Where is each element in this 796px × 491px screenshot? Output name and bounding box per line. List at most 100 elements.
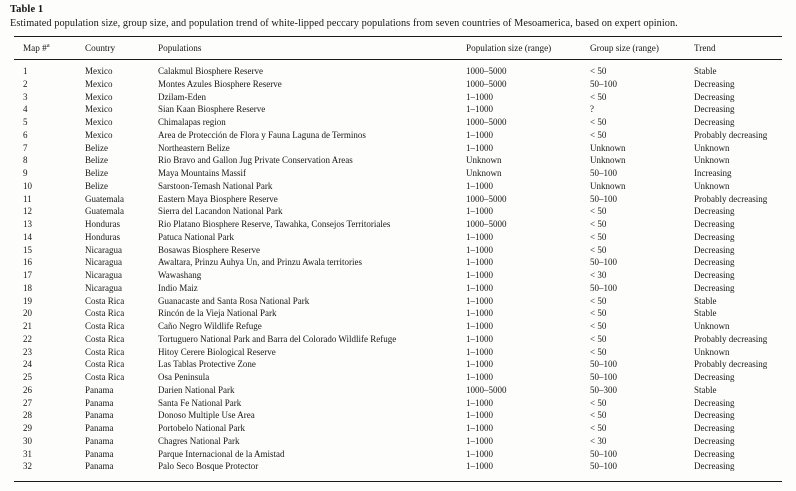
cell-map-number: 19	[23, 295, 32, 306]
cell-country: Costa Rica	[85, 346, 125, 357]
cell-map-number: 10	[23, 180, 32, 191]
cell-population: Northeastern Belize	[158, 142, 230, 153]
table-body: 1 Mexico Calakmul Biosphere Reserve 1000–50…	[14, 60, 782, 482]
cell-group-size: 50–100	[590, 168, 617, 178]
cell-population-size: 1000–5000	[466, 219, 507, 229]
cell-trend: Decreasing	[694, 219, 735, 229]
cell-map-number: 31	[23, 448, 32, 459]
cell-country: Panama	[85, 461, 114, 472]
cell-population-size: 1–1000	[466, 346, 493, 357]
cell-population: Rio Platano Biosphere Reserve, Tawahka, …	[158, 219, 391, 229]
cell-map-number: 6	[23, 129, 28, 140]
cell-group-size: < 50	[590, 231, 607, 242]
cell-map-number: 22	[23, 333, 32, 344]
cell-map-number: 29	[23, 423, 32, 433]
cell-population: Las Tablas Protective Zone	[158, 359, 256, 370]
cell-country: Costa Rica	[85, 359, 125, 370]
table-row: 21 Costa Rica Caño Negro Wildlife Refuge 1–…	[14, 320, 782, 333]
cell-map-number: 12	[23, 206, 32, 217]
cell-trend: Decreasing	[694, 231, 735, 242]
cell-population: Sian Kaan Biosphere Reserve	[158, 104, 266, 115]
cell-group-size: 50–300	[590, 384, 617, 395]
cell-map-number: 28	[23, 410, 32, 421]
cell-population-size: 1–1000	[466, 333, 493, 344]
cell-trend: Decreasing	[694, 282, 735, 293]
table-row: 24 Costa Rica Las Tablas Protective Zone 1–…	[14, 358, 782, 371]
cell-population-size: 1–1000	[466, 244, 493, 255]
cell-map-number: 7	[23, 142, 28, 153]
cell-group-size: 50–100	[590, 359, 617, 370]
cell-trend: Decreasing	[694, 461, 735, 472]
cell-population: Rio Bravo and Gallon Jug Private Conserv…	[158, 155, 353, 166]
cell-population: Maya Mountains Massif	[158, 168, 246, 178]
cell-group-size: 50–100	[590, 193, 617, 204]
cell-country: Nicaragua	[85, 244, 122, 255]
cell-group-size: < 50	[590, 333, 607, 344]
header-group-size: Group size (range)	[590, 36, 694, 60]
cell-population-size: 1–1000	[466, 359, 493, 370]
cell-population-size: 1–1000	[466, 104, 493, 115]
cell-country: Honduras	[85, 219, 120, 229]
cell-trend: Probably decreasing	[694, 193, 768, 204]
cell-map-number: 23	[23, 346, 32, 357]
cell-trend: Increasing	[694, 168, 732, 178]
cell-country: Mexico	[85, 117, 113, 127]
cell-map-number: 1	[23, 66, 28, 76]
cell-trend: Stable	[694, 384, 717, 395]
cell-group-size: ?	[590, 104, 594, 115]
cell-map-number: 16	[23, 257, 32, 268]
cell-group-size: < 50	[590, 423, 607, 433]
table-header: Map #a Country Populations Population si…	[14, 36, 782, 60]
cell-population: Donoso Multiple Use Area	[158, 410, 255, 421]
cell-group-size: < 50	[590, 219, 607, 229]
cell-population: Awaltara, Prinzu Auhya Un, and Prinzu Aw…	[158, 257, 363, 268]
cell-population-size: 1–1000	[466, 448, 493, 459]
cell-population: Osa Peninsula	[158, 372, 210, 382]
footnote-marker: a	[46, 41, 50, 49]
table-row: 6 Mexico Area de Protección de Flora y Fau…	[14, 129, 782, 142]
table-row: 28 Panama Donoso Multiple Use Area 1–1000 < …	[14, 409, 782, 422]
cell-group-size: Unknown	[590, 180, 626, 191]
table-row: 4 Mexico Sian Kaan Biosphere Reserve 1–1000…	[14, 103, 782, 116]
cell-trend: Decreasing	[694, 410, 735, 421]
cell-country: Mexico	[85, 78, 113, 89]
table-row: 15 Nicaragua Bosawas Biosphere Reserve 1–10…	[14, 244, 782, 257]
cell-country: Belize	[85, 180, 108, 191]
cell-population: Rincón de la Vieja National Park	[158, 308, 277, 319]
cell-population: Chimalapas region	[158, 117, 226, 127]
cell-country: Belize	[85, 142, 108, 153]
cell-country: Costa Rica	[85, 295, 125, 306]
table-row: 31 Panama Parque Internacional de la Amist…	[14, 448, 782, 461]
table-row: 11 Guatemala Eastern Maya Biosphere Reserv…	[14, 193, 782, 206]
cell-country: Panama	[85, 423, 114, 433]
cell-population-size: 1000–5000	[466, 66, 507, 76]
table-caption: Estimated population size, group size, a…	[10, 18, 678, 29]
cell-population: Sierra del Lacandon National Park	[158, 206, 283, 217]
cell-trend: Decreasing	[694, 206, 735, 217]
cell-country: Panama	[85, 448, 114, 459]
cell-population-size: 1–1000	[466, 231, 493, 242]
cell-country: Mexico	[85, 129, 113, 140]
cell-group-size: < 30	[590, 435, 607, 446]
cell-population-size: 1000–5000	[466, 193, 507, 204]
cell-country: Costa Rica	[85, 333, 125, 344]
cell-map-number: 21	[23, 321, 32, 331]
header-country: Country	[85, 36, 158, 60]
cell-population: Hitoy Cerere Biological Reserve	[158, 346, 276, 357]
cell-map-number: 17	[23, 270, 32, 280]
cell-trend: Unknown	[694, 155, 730, 166]
cell-trend: Probably decreasing	[694, 359, 768, 370]
cell-trend: Decreasing	[694, 244, 735, 255]
cell-population-size: 1–1000	[466, 257, 493, 268]
table-row: 12 Guatemala Sierra del Lacandon National …	[14, 205, 782, 218]
table-row: 8 Belize Rio Bravo and Gallon Jug Private …	[14, 154, 782, 167]
cell-population: Parque Internacional de la Amistad	[158, 448, 285, 459]
cell-group-size: 50–100	[590, 372, 617, 382]
cell-map-number: 3	[23, 91, 28, 102]
header-map-number: Map #a	[14, 36, 85, 60]
cell-population: Sarstoon-Temash National Park	[158, 180, 273, 191]
table-row: 7 Belize Northeastern Belize 1–1000 Unknown U…	[14, 142, 782, 155]
cell-population-size: 1–1000	[466, 295, 493, 306]
table-row: 26 Panama Darien National Park 1000–5000 50–…	[14, 384, 782, 397]
cell-trend: Decreasing	[694, 397, 735, 408]
